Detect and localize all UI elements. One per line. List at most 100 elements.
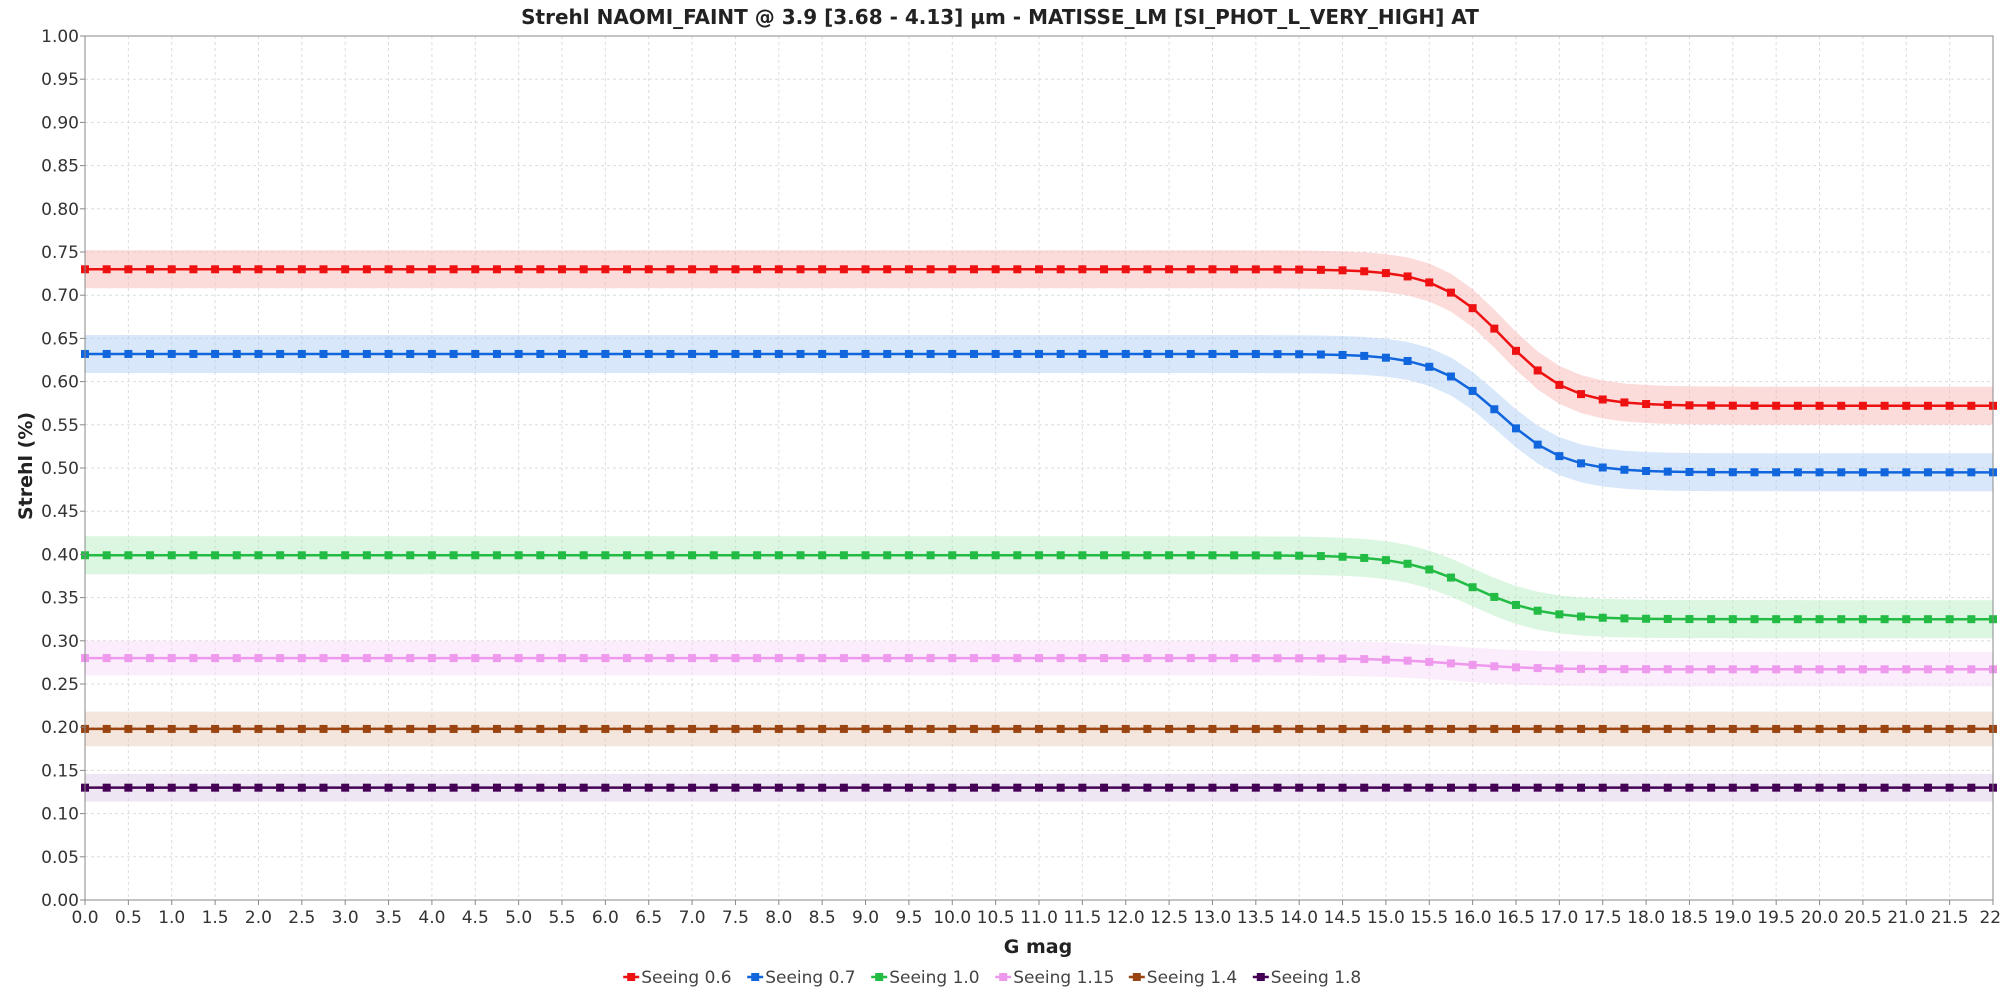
data-point (1837, 468, 1846, 477)
data-point (558, 724, 566, 733)
data-point (1100, 724, 1109, 733)
data-point (818, 654, 827, 663)
data-point (796, 724, 805, 733)
data-point (297, 265, 306, 274)
data-point (1620, 665, 1629, 674)
data-point (1642, 783, 1651, 792)
data-point (362, 724, 371, 733)
data-point (1858, 468, 1867, 477)
data-point (926, 724, 935, 733)
data-point (1121, 724, 1130, 733)
data-point (558, 265, 566, 274)
data-point (406, 724, 415, 733)
data-point (319, 349, 328, 358)
data-point (1945, 468, 1954, 477)
data-point (991, 654, 1000, 663)
data-point (948, 724, 957, 733)
data-point (861, 724, 870, 733)
data-point (1902, 783, 1911, 792)
data-point (362, 551, 371, 560)
data-point (558, 783, 566, 792)
data-point (1381, 724, 1390, 733)
data-point (319, 551, 328, 560)
data-point (449, 654, 458, 663)
x-tick-label: 0.0 (71, 908, 98, 928)
data-point (1685, 615, 1694, 624)
data-point (904, 654, 913, 663)
data-point (471, 783, 480, 792)
data-point (1967, 665, 1976, 674)
data-point (774, 265, 783, 274)
data-point (1425, 362, 1434, 371)
data-point (1121, 551, 1130, 560)
data-point (297, 551, 306, 560)
data-point (1793, 724, 1802, 733)
data-point (883, 349, 892, 358)
data-point (688, 654, 697, 663)
data-point (1035, 551, 1043, 560)
data-point (1923, 665, 1932, 674)
data-point (1707, 665, 1716, 674)
data-point (818, 551, 827, 560)
data-point (1425, 783, 1434, 792)
data-point (731, 349, 740, 358)
data-point (1468, 583, 1477, 592)
x-tick-label: 7.5 (722, 908, 749, 928)
series-band (85, 250, 1993, 425)
data-point (1360, 783, 1369, 792)
x-tick-label: 17.5 (1584, 908, 1622, 928)
data-point (1251, 654, 1260, 663)
data-point (362, 654, 371, 663)
data-point (948, 349, 957, 358)
data-point (254, 265, 263, 274)
data-point (839, 551, 848, 560)
data-point (1967, 401, 1976, 410)
data-point (1902, 468, 1911, 477)
data-point (926, 265, 935, 274)
data-point (666, 724, 675, 733)
data-point (232, 783, 241, 792)
grid (84, 35, 1994, 901)
x-tick-label: 14.0 (1280, 908, 1318, 928)
data-point (1685, 783, 1694, 792)
data-point (666, 349, 675, 358)
data-point (1208, 724, 1217, 733)
x-tick-label: 13.5 (1237, 908, 1275, 928)
data-point (384, 724, 393, 733)
data-point (1100, 265, 1109, 274)
x-tick-label: 10.0 (933, 908, 971, 928)
x-tick-label: 16.0 (1454, 908, 1492, 928)
data-point (1143, 724, 1152, 733)
data-point (514, 783, 523, 792)
data-point (1512, 724, 1520, 733)
data-point (753, 265, 762, 274)
data-point (102, 654, 111, 663)
y-tick-label: 0.90 (41, 113, 79, 133)
data-point (1425, 657, 1434, 666)
x-tick-label: 6.5 (635, 908, 662, 928)
data-point (1121, 265, 1130, 274)
data-point (1078, 654, 1087, 663)
series-markers (81, 265, 1997, 792)
x-tick-label: 1.0 (158, 908, 185, 928)
data-point (1078, 349, 1087, 358)
data-point (124, 724, 133, 733)
data-point (1533, 606, 1542, 615)
data-point (904, 724, 913, 733)
data-point (1208, 551, 1217, 560)
data-point (167, 783, 176, 792)
data-point (1403, 656, 1412, 665)
data-point (601, 783, 610, 792)
x-tick-label: 5.0 (505, 908, 532, 928)
data-point (146, 654, 155, 663)
data-point (1208, 265, 1217, 274)
data-point (427, 724, 436, 733)
data-point (427, 551, 436, 560)
data-point (709, 265, 718, 274)
data-point (427, 349, 436, 358)
data-point (1902, 665, 1911, 674)
legend-swatch (999, 973, 1008, 981)
data-point (1880, 468, 1889, 477)
data-point (341, 654, 350, 663)
data-point (1967, 615, 1976, 624)
